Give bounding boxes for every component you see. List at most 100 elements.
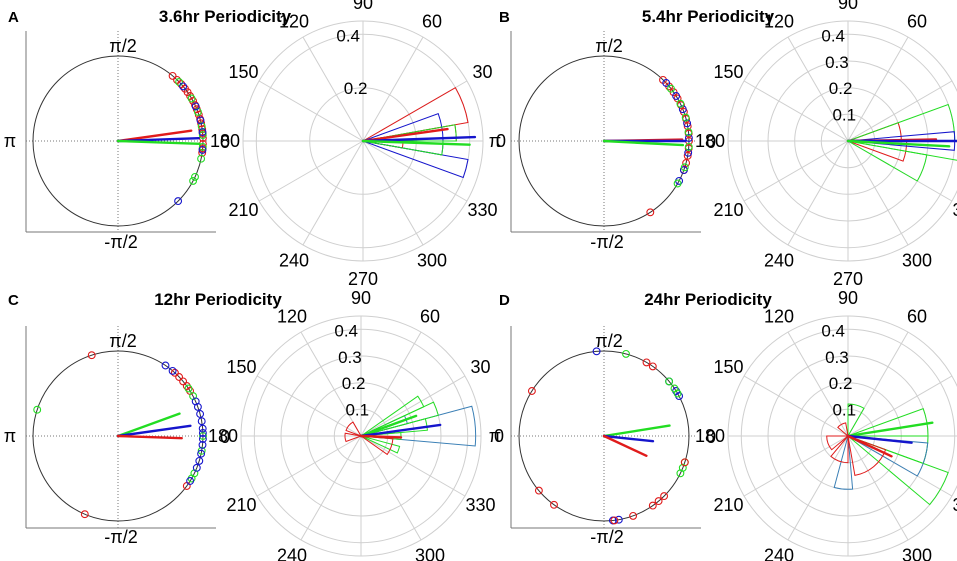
- phase-point-red: [610, 516, 619, 525]
- polar-angle-label: 240: [277, 546, 307, 561]
- polar-angle-label: 240: [279, 251, 309, 271]
- radial-tick-label: 0.3: [825, 348, 849, 367]
- radial-tick-label: 0.4: [821, 321, 845, 340]
- rose-bar-blue: [362, 140, 469, 179]
- phase-point-red: [87, 351, 96, 360]
- polar-grid-spoke: [360, 331, 422, 437]
- radial-tick-label: 0.2: [344, 79, 368, 98]
- phase-point-blue: [179, 82, 188, 91]
- panel-letter: B: [499, 9, 510, 26]
- rose-bar-green: [360, 431, 402, 441]
- label-pi-half: π/2: [109, 36, 136, 56]
- phase-point-blue: [191, 102, 200, 111]
- polar-angle-label: 270: [348, 269, 378, 289]
- polar-angle-label: 330: [952, 495, 957, 515]
- label-neg-pi-half: -π/2: [104, 527, 137, 547]
- rose-mean-vector-red: [361, 127, 449, 143]
- polar-grid-spoke: [362, 36, 424, 142]
- phase-point-blue: [198, 429, 207, 437]
- phase-point-red: [683, 151, 692, 160]
- polar-angle-label: 330: [465, 495, 495, 515]
- radial-tick-label: 0.1: [832, 106, 856, 125]
- mean-vector-green: [602, 139, 685, 147]
- polar-grid-spoke: [743, 375, 849, 437]
- polar-grid-spoke: [847, 80, 953, 142]
- rose-bar-red: [847, 435, 887, 476]
- rose-mean-vector-red: [846, 434, 893, 458]
- phase-point-green: [680, 163, 689, 172]
- polar-angle-label: 90: [838, 288, 858, 308]
- rose-mean-vector-blue: [359, 423, 442, 438]
- rose-bar-green: [362, 140, 444, 156]
- label-pi-half: π/2: [109, 331, 136, 351]
- radial-tick-label: 0.4: [334, 321, 358, 340]
- polar-angle-label: 300: [902, 251, 932, 271]
- rose-mean-vector-blue: [846, 434, 913, 444]
- polar-angle-label: 120: [764, 307, 794, 327]
- rose-bar-green: [360, 418, 428, 437]
- radial-tick-label: 0.2: [342, 374, 366, 393]
- phase-point-blue: [195, 456, 204, 465]
- label-zero: 0: [220, 132, 230, 152]
- rose-bar-green: [847, 435, 949, 506]
- phase-point-red: [198, 125, 207, 134]
- panel-letter: C: [8, 292, 19, 309]
- phase-point-green: [197, 154, 206, 163]
- phase-point-red: [175, 373, 184, 381]
- mean-vector-red: [116, 129, 193, 143]
- polar-angle-label: 120: [279, 12, 309, 32]
- phase-point-green: [673, 389, 682, 398]
- phase-point-blue: [198, 440, 207, 449]
- phase-point-green: [197, 122, 206, 131]
- mean-vector-red: [116, 434, 183, 440]
- polar-angle-label: 30: [472, 62, 492, 82]
- polar-grid-spoke: [360, 435, 422, 541]
- phase-point-red: [654, 497, 663, 506]
- label-pi: π: [489, 426, 501, 446]
- phase-point-blue: [662, 79, 671, 87]
- phase-point-blue: [198, 145, 207, 154]
- polar-grid-spoke: [743, 435, 849, 497]
- phase-point-green: [676, 99, 685, 108]
- polar-angle-label: 210: [228, 200, 258, 220]
- rose-plot: 0 30 60 90 120 150 180 210 240 270 300 330 0.2 0.4: [210, 0, 506, 289]
- polar-angle-label: 0: [494, 426, 504, 446]
- radial-tick-label: 0.1: [345, 401, 369, 420]
- polar-angle-label: 150: [713, 62, 743, 82]
- polar-angle-label: 180: [695, 131, 725, 151]
- polar-angle-label: 60: [422, 12, 442, 32]
- rose-bar-green: [847, 403, 865, 438]
- phase-point-green: [191, 172, 199, 181]
- phase-point-blue: [672, 92, 681, 100]
- mean-vector-green: [116, 412, 181, 438]
- phase-point-red: [660, 492, 669, 501]
- polar-grid-spoke: [743, 140, 849, 202]
- polar-grid-spoke: [787, 140, 849, 246]
- polar-grid-spoke: [256, 435, 362, 497]
- polar-angle-label: 180: [208, 426, 238, 446]
- polar-grid-spoke: [360, 375, 466, 437]
- phase-point-red: [173, 75, 181, 84]
- polar-grid-spoke: [787, 331, 849, 437]
- polar-grid-spoke: [258, 80, 364, 142]
- rose-mean-vector-green: [361, 139, 471, 146]
- unit-circle-plot: π/2 -π/2 π 0: [4, 31, 230, 252]
- polar-angle-label: 240: [764, 546, 794, 561]
- rose-plot: 03060901201501802102402703003300.10.20.3…: [695, 288, 957, 561]
- mean-vector-blue: [602, 434, 655, 443]
- phase-point-red: [682, 159, 691, 167]
- polar-angle-label: 0: [496, 131, 506, 151]
- panel-title: 5.4hr Periodicity: [642, 7, 775, 26]
- label-neg-pi-half: -π/2: [590, 527, 623, 547]
- polar-angle-label: 300: [415, 546, 445, 561]
- panel-title: 24hr Periodicity: [644, 290, 772, 309]
- phase-point-green: [673, 179, 682, 188]
- rose-bar-red: [359, 435, 394, 456]
- phase-point-red: [168, 71, 177, 80]
- polar-angle-label: 330: [467, 200, 497, 220]
- polar-grid-spoke: [847, 140, 909, 246]
- polar-angle-label: 300: [417, 251, 447, 271]
- phase-point-red: [648, 362, 657, 371]
